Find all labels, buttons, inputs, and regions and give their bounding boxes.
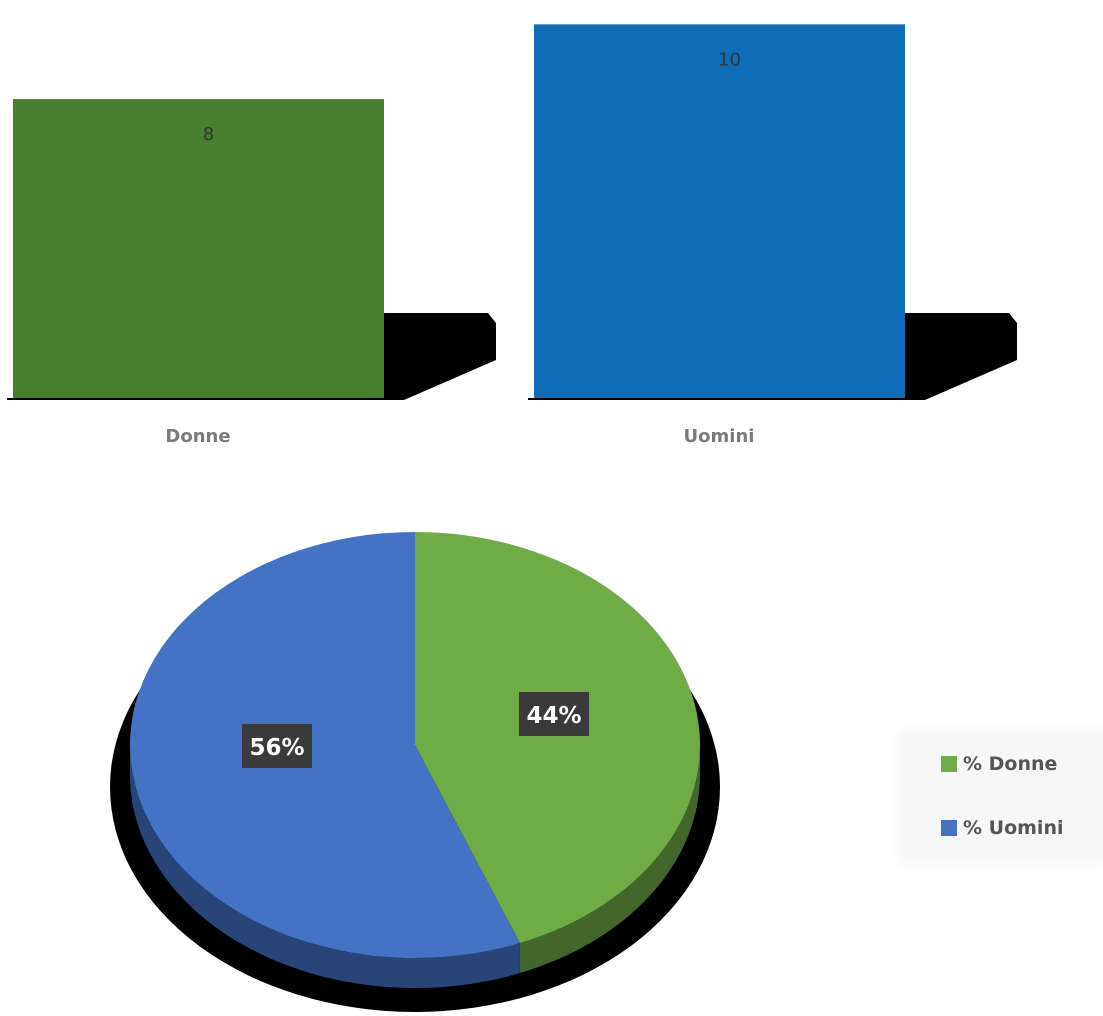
bar-donne[interactable] (13, 99, 384, 398)
legend-label-donne: % Donne (963, 753, 1058, 775)
category-label-uomini: Uomini (684, 426, 755, 447)
bar-shadow-donne (7, 313, 496, 400)
pie-data-label-uomini: 56% (249, 735, 304, 761)
legend-item-donne[interactable]: % Donne (941, 753, 1057, 775)
pie-side-uomini (130, 745, 520, 989)
pie-slice-uomini[interactable] (130, 532, 520, 958)
category-label-donne: Donne (165, 426, 230, 447)
bar-chart: 8 Donne 10 Uomini (7, 24, 1017, 447)
legend-swatch-donne (941, 756, 957, 772)
legend-swatch-uomini (941, 820, 957, 836)
bar-value-label-donne: 8 (203, 124, 214, 145)
legend-item-uomini[interactable]: % Uomini (941, 817, 1063, 839)
pie-side-donne (519, 745, 700, 974)
pie-data-label-bg-uomini (242, 724, 312, 768)
pie-slice-donne[interactable] (415, 532, 701, 944)
bar-shadow-uomini (528, 313, 1017, 400)
bar-uomini[interactable] (534, 24, 905, 399)
pie-chart: 44% 56% (110, 532, 720, 1012)
bar-value-label-uomini: 10 (718, 49, 741, 70)
pie-data-label-bg-donne (519, 692, 589, 736)
pie-legend: % Donne % Uomini (905, 735, 1101, 860)
legend-label-uomini: % Uomini (963, 817, 1064, 839)
pie-data-label-donne: 44% (526, 703, 581, 729)
